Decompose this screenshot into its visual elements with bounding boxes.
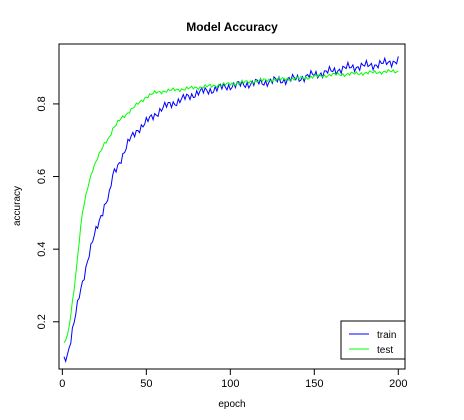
legend-box — [340, 320, 406, 360]
y-tick-label: 0.4 — [36, 242, 48, 257]
x-tick-label: 100 — [221, 378, 239, 390]
y-axis-title: accuracy — [12, 186, 23, 226]
x-tick-label: 50 — [140, 378, 152, 390]
x-tick-label: 150 — [305, 378, 323, 390]
y-tick-label: 0.8 — [36, 96, 48, 111]
series-line-test — [63, 68, 399, 344]
x-tick-label: 200 — [389, 378, 407, 390]
plot-frame — [58, 43, 406, 370]
y-tick-label: 0.6 — [36, 169, 48, 184]
x-tick-label: 0 — [59, 378, 65, 390]
chart-title: Model Accuracy — [186, 20, 278, 34]
legend-label-train: train — [377, 330, 396, 341]
legend-label-test: test — [377, 345, 393, 356]
x-axis-title: epoch — [218, 399, 245, 410]
x-axis: 0 50 100 150 200 — [59, 369, 407, 390]
legend: train test — [340, 320, 406, 360]
y-axis: 0.2 0.4 0.6 0.8 — [36, 96, 59, 329]
y-tick-label: 0.2 — [36, 314, 48, 329]
series-line-train — [63, 56, 399, 363]
series-layer — [63, 56, 399, 363]
